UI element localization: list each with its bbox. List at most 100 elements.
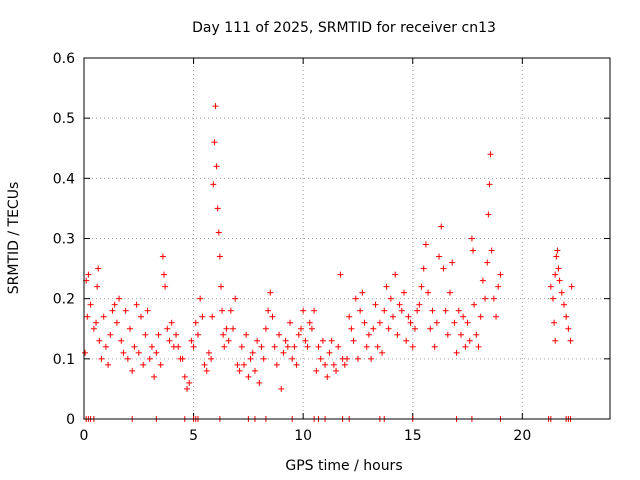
data-point xyxy=(460,313,467,320)
data-point xyxy=(221,343,228,350)
data-point xyxy=(390,313,397,320)
data-point xyxy=(482,295,489,302)
y-tick-label: 0.1 xyxy=(53,352,75,368)
data-point xyxy=(468,235,475,242)
data-point xyxy=(211,139,218,146)
data-point xyxy=(326,349,333,356)
data-point xyxy=(240,361,247,368)
data-point xyxy=(372,301,379,308)
data-point xyxy=(344,355,350,362)
data-point xyxy=(361,319,368,326)
data-point xyxy=(284,343,291,350)
data-point xyxy=(234,361,241,368)
data-point xyxy=(488,247,495,254)
data-point xyxy=(105,361,112,368)
x-tick-label: 10 xyxy=(294,428,312,444)
data-point xyxy=(444,331,451,338)
data-point xyxy=(98,355,105,362)
y-tick-label: 0.3 xyxy=(53,232,75,248)
data-point xyxy=(453,349,460,356)
data-point xyxy=(379,349,386,356)
data-point xyxy=(407,319,414,326)
data-point xyxy=(547,283,554,290)
data-point xyxy=(365,331,372,338)
data-point xyxy=(319,337,326,344)
data-point xyxy=(556,277,563,284)
data-point xyxy=(151,373,158,380)
data-point xyxy=(300,307,307,314)
data-point xyxy=(317,355,324,362)
data-point xyxy=(381,307,388,314)
data-point xyxy=(370,325,377,332)
data-point xyxy=(357,307,364,314)
data-point xyxy=(553,253,560,260)
axis-ticks: 0 0.1 0.2 0.3 0.4 0.5 0.6 0 5 10 15 20 xyxy=(53,51,610,444)
data-point xyxy=(201,361,208,368)
data-point xyxy=(313,367,320,374)
x-tick-label: 5 xyxy=(189,428,198,444)
data-point xyxy=(473,331,480,338)
data-point xyxy=(403,337,410,344)
data-point xyxy=(219,307,226,314)
data-point xyxy=(153,349,160,356)
data-point xyxy=(552,337,559,344)
data-point xyxy=(551,319,558,326)
data-point xyxy=(374,343,381,350)
data-point xyxy=(85,271,92,278)
data-point xyxy=(337,271,344,278)
data-point xyxy=(385,325,392,332)
data-point xyxy=(433,319,440,326)
data-point xyxy=(199,313,206,320)
x-tick-label: 15 xyxy=(404,428,422,444)
x-axis-title: GPS time / hours xyxy=(285,458,402,474)
data-point xyxy=(113,319,120,326)
data-point xyxy=(269,313,276,320)
data-point xyxy=(330,361,337,368)
data-point xyxy=(348,325,355,332)
data-point xyxy=(293,361,300,368)
data-point xyxy=(210,181,217,188)
data-point xyxy=(265,307,272,314)
data-point xyxy=(306,319,313,326)
data-point xyxy=(440,265,447,272)
data-point xyxy=(302,337,309,344)
data-point xyxy=(429,307,436,314)
data-point xyxy=(173,331,180,338)
data-point xyxy=(560,301,567,308)
data-point xyxy=(359,289,366,296)
data-point xyxy=(227,307,234,314)
data-point xyxy=(278,385,285,392)
data-point xyxy=(216,253,223,260)
data-point xyxy=(464,319,471,326)
data-point xyxy=(449,259,456,266)
data-point xyxy=(552,271,559,278)
data-point xyxy=(438,223,445,230)
data-point xyxy=(157,361,164,368)
data-point xyxy=(209,313,216,320)
data-point xyxy=(311,307,318,314)
data-point xyxy=(493,313,500,320)
y-tick-label: 0.4 xyxy=(53,171,75,187)
data-point xyxy=(146,355,153,362)
data-point xyxy=(181,373,188,380)
data-point xyxy=(420,265,427,272)
data-point xyxy=(122,307,129,314)
data-point xyxy=(162,283,169,290)
y-tick-label: 0.2 xyxy=(53,292,75,308)
data-point xyxy=(368,355,375,362)
data-point xyxy=(251,367,258,374)
data-point xyxy=(427,325,434,332)
data-point xyxy=(194,331,201,338)
data-point xyxy=(418,283,425,290)
data-point xyxy=(109,307,116,314)
data-point xyxy=(120,349,127,356)
data-point xyxy=(155,331,162,338)
data-point xyxy=(554,247,561,254)
data-point xyxy=(442,307,449,314)
data-point xyxy=(271,343,278,350)
data-point xyxy=(111,301,118,308)
data-point xyxy=(127,325,134,332)
data-point xyxy=(455,307,462,314)
data-point xyxy=(555,265,562,272)
x-tick-label: 20 xyxy=(513,428,531,444)
